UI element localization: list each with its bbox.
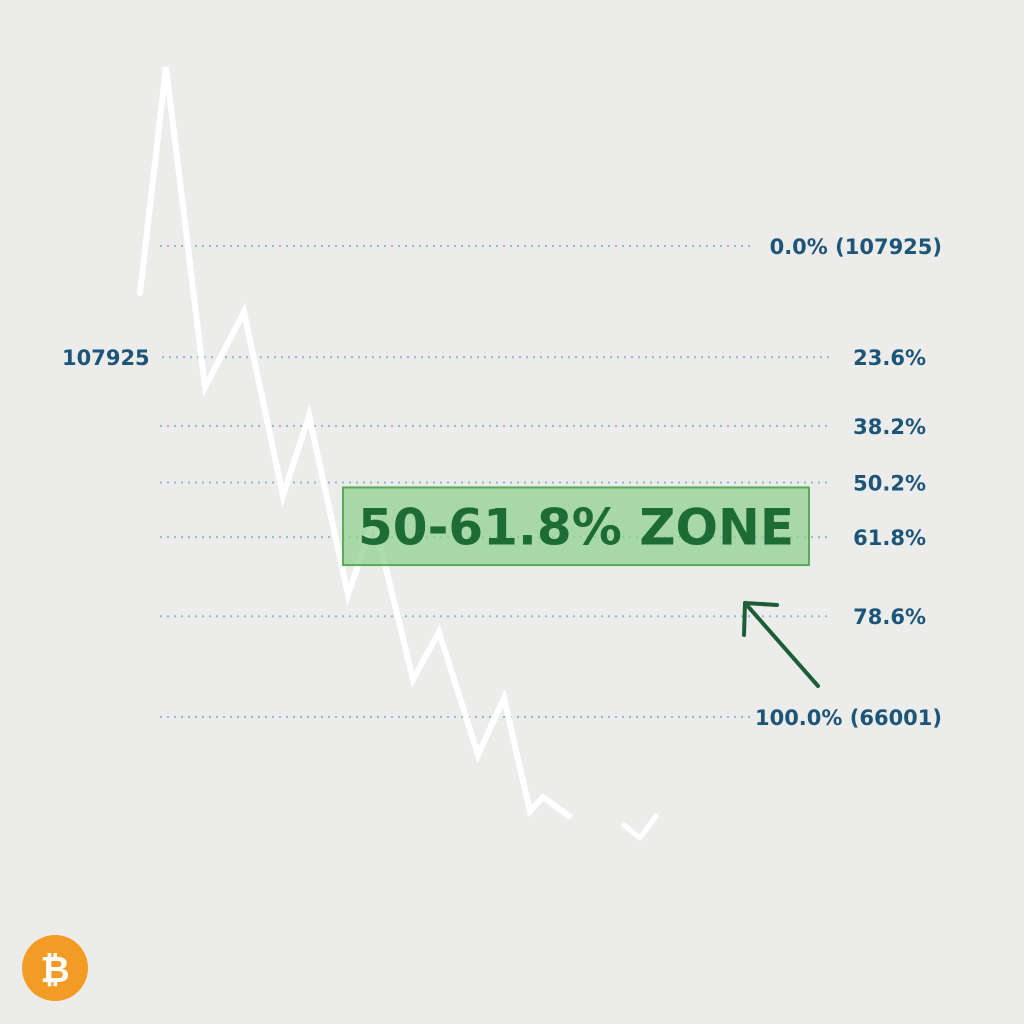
fib-zone: 50-61.8% ZONE xyxy=(342,486,810,567)
chevron-down-icon xyxy=(621,813,659,841)
zone-label: 50-61.8% ZONE xyxy=(358,498,794,556)
fib-level-label: 78.6% xyxy=(853,605,926,629)
fib-level-label: 38.2% xyxy=(853,415,926,439)
arrow-up-left-icon xyxy=(742,601,820,688)
fib-level-label: 23.6% xyxy=(853,346,926,370)
fib-level-label: 61.8% xyxy=(853,526,926,550)
fib-levels: 0.0% (107925) 23.6% 38.2% 50.2% 61.8% 78.6% 10… xyxy=(160,235,942,730)
fib-level-label: 50.2% xyxy=(853,471,926,495)
bitcoin-logo-icon: ₿ xyxy=(22,935,88,1001)
fib-level-label: 0.0% (107925) xyxy=(770,235,942,259)
zone-box xyxy=(342,486,810,567)
bitcoin-glyph: ₿ xyxy=(40,950,69,991)
fib-level-label: 100.0% (66001) xyxy=(755,706,942,730)
high-price-label: 107925 xyxy=(62,346,150,370)
